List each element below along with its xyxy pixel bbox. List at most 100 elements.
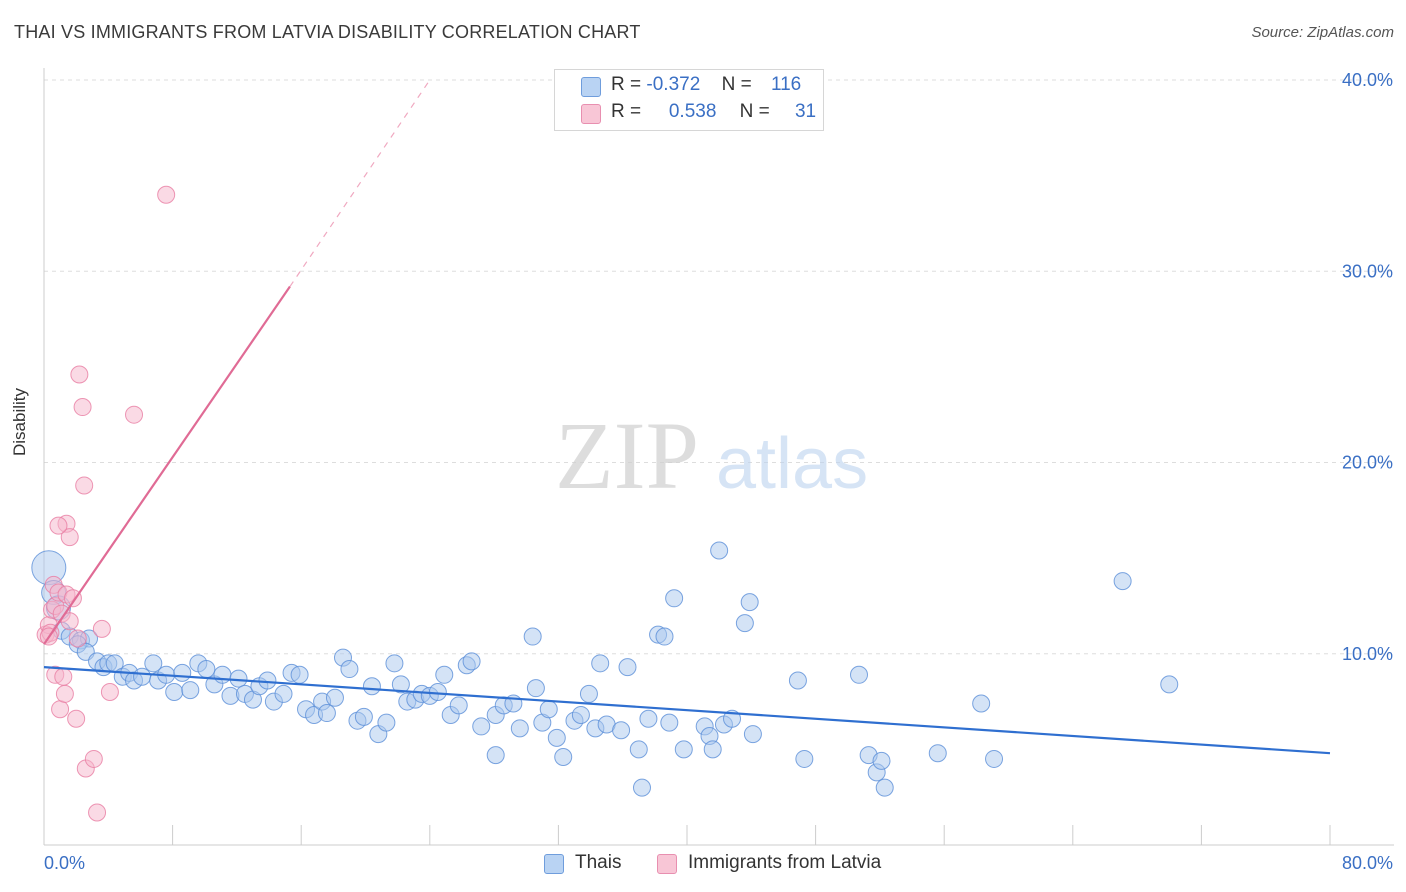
legend-latvia-label: Immigrants from Latvia (688, 852, 882, 873)
source-credit: Source: ZipAtlas.com (1251, 24, 1394, 41)
thai-point (872, 751, 891, 770)
thai-point (526, 679, 545, 698)
thai-point (850, 665, 869, 684)
latvia-point (125, 405, 144, 424)
thai-point (618, 658, 637, 677)
thai-point (362, 677, 381, 696)
thai-point (539, 700, 558, 719)
thai-point (391, 675, 410, 694)
latvia-point (68, 629, 87, 648)
thai-point (290, 665, 309, 684)
latvia-point (60, 612, 79, 631)
y-tick-label: 10.0% (1342, 644, 1393, 664)
latvia-point (73, 398, 92, 417)
n-value-thais: 116 (770, 74, 802, 95)
thai-point (875, 778, 894, 797)
thai-point (165, 683, 184, 701)
latvia-trend-line (43, 285, 291, 645)
thai-point (710, 541, 729, 560)
thai-point (449, 696, 468, 715)
latvia-point (84, 749, 103, 768)
trend-lines (43, 79, 1331, 755)
x-tick-label-min: 0.0% (44, 853, 85, 873)
correlation-legend: R = -0.372 N = 116 R = 0.538 N = 31 (554, 69, 824, 131)
watermark-zip: ZIP (555, 402, 699, 509)
series-legend: Thais Immigrants from Latvia (0, 852, 1406, 878)
thai-point (788, 671, 807, 690)
thai-point (740, 593, 759, 612)
r-label: R = (611, 74, 642, 95)
thai-point (1160, 675, 1179, 694)
thai-point (274, 684, 293, 703)
thai-point (612, 721, 631, 740)
thai-point (510, 719, 529, 738)
thai-point (385, 654, 404, 673)
legend-latvia-swatch (657, 854, 677, 874)
thai-point (181, 681, 200, 700)
legend-thais-swatch (544, 854, 564, 874)
legend-thais-label: Thais (575, 852, 622, 873)
thai-point (1113, 572, 1132, 591)
r-label: R = (611, 101, 642, 122)
thai-point (213, 665, 232, 684)
y-tick-label: 30.0% (1342, 261, 1393, 281)
series-latvia (36, 185, 176, 822)
latvia-point (55, 684, 74, 703)
thai-point (317, 704, 336, 723)
y-tick-label: 40.0% (1342, 70, 1393, 90)
thai-point (229, 669, 248, 688)
thai-point (928, 744, 947, 763)
thai-point (325, 688, 344, 707)
thai-point (674, 740, 693, 759)
latvia-point (88, 803, 107, 822)
thai-point (629, 740, 648, 759)
latvia-point (157, 185, 176, 204)
thai-point (660, 713, 679, 732)
latvia-swatch (581, 104, 601, 124)
n-label: N = (721, 74, 752, 95)
latvia-point (54, 667, 73, 686)
thai-point (579, 684, 598, 703)
latvia-trend-extension (289, 79, 431, 287)
thai-point (523, 627, 542, 646)
n-value-latvia: 31 (794, 101, 817, 122)
latvia-point (70, 365, 89, 384)
thai-point (632, 778, 651, 797)
thai-point (486, 746, 505, 765)
axes (43, 68, 1394, 846)
y-tick-label: 20.0% (1342, 453, 1393, 473)
tick-labels: 10.0% 20.0% 30.0% 40.0% 0.0% 80.0% (44, 70, 1393, 873)
thai-point (377, 713, 396, 732)
r-value-thais: -0.372 (646, 74, 701, 95)
thai-point (639, 709, 658, 728)
thai-point (743, 725, 762, 744)
latvia-point (92, 619, 111, 638)
thai-point (173, 663, 192, 682)
thai-point (197, 660, 216, 679)
thai-point (972, 694, 991, 713)
watermark-atlas: atlas (716, 424, 868, 504)
thai-point (435, 665, 454, 684)
thai-point (258, 671, 277, 690)
latvia-point (49, 516, 68, 535)
r-value-latvia: 0.538 (668, 101, 717, 122)
thai-point (547, 728, 566, 747)
thais-swatch (581, 77, 601, 97)
latvia-point (75, 476, 94, 495)
thai-point (571, 705, 590, 724)
gridlines (44, 79, 1394, 655)
thai-point (354, 707, 373, 726)
thai-point (462, 652, 481, 671)
n-label: N = (739, 101, 770, 122)
thai-point (985, 749, 1004, 768)
latvia-point (51, 700, 70, 719)
thai-point (665, 589, 684, 608)
thais-trend-line (43, 666, 1331, 755)
series-thais (31, 541, 1179, 797)
latvia-point (67, 709, 86, 728)
thai-point (703, 740, 722, 759)
thai-point (735, 614, 754, 633)
thai-point (340, 660, 359, 679)
thai-point (795, 749, 814, 768)
